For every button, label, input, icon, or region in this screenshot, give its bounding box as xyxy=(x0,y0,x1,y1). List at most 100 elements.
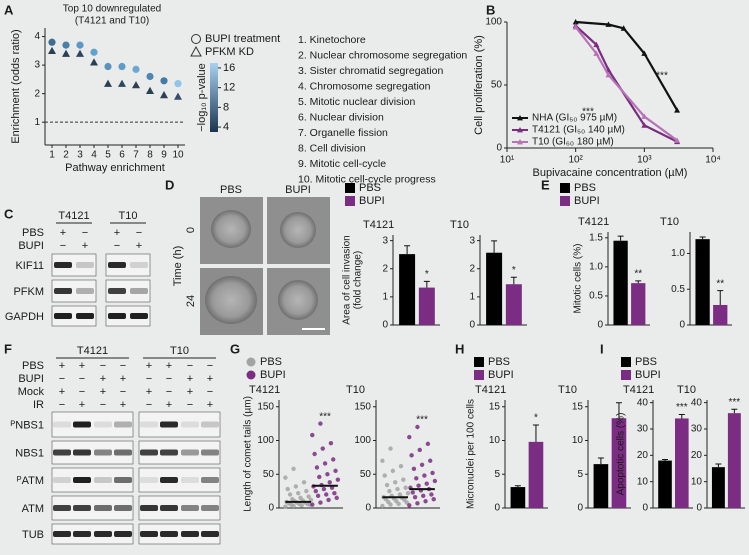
band xyxy=(73,449,91,456)
point xyxy=(290,497,295,502)
y-axis-label: Micronuclei per 100 cells xyxy=(466,399,477,509)
spheroid xyxy=(278,280,318,320)
y-tick-label: 0 xyxy=(642,503,648,514)
band xyxy=(181,477,199,483)
point xyxy=(593,41,600,48)
point xyxy=(327,480,332,485)
legend-label: BUPI xyxy=(260,369,286,381)
band xyxy=(160,505,178,511)
bar xyxy=(528,441,544,508)
error-bar xyxy=(491,240,498,253)
colorbar-label: −log₁₀ p-value xyxy=(196,63,208,132)
significance: ** xyxy=(634,268,642,279)
legend-label: BUPI xyxy=(574,195,600,207)
protein-label: TUB xyxy=(22,529,44,541)
y-tick-label: 20 xyxy=(637,450,649,461)
subplot-title: T10 xyxy=(558,384,577,396)
point xyxy=(312,451,317,457)
point xyxy=(419,462,425,467)
legend-marker xyxy=(474,357,484,367)
band xyxy=(53,421,71,428)
point xyxy=(380,458,385,463)
point xyxy=(405,490,411,496)
point xyxy=(146,86,154,94)
protein-label: ATM xyxy=(22,503,44,515)
point xyxy=(416,483,421,488)
x-tick-label: 10⁴ xyxy=(705,155,720,166)
point xyxy=(313,488,318,494)
y-tick-label: 10 xyxy=(572,435,584,446)
point xyxy=(398,463,404,469)
condition-sign: + xyxy=(59,386,65,398)
y-tick-label: 100 xyxy=(354,435,371,446)
band xyxy=(130,288,148,294)
point xyxy=(641,122,648,128)
point xyxy=(424,481,429,486)
error-bar xyxy=(404,245,411,255)
point xyxy=(411,466,417,472)
x-tick-label: 1 xyxy=(49,150,55,161)
y-tick-label: 3 xyxy=(34,60,40,71)
error-bar xyxy=(635,280,642,284)
y-axis-label: (fold change) xyxy=(353,251,364,309)
pathway-item: 5. Mitotic nuclear division xyxy=(298,96,415,108)
band xyxy=(54,288,72,294)
point xyxy=(325,472,330,477)
error-bar xyxy=(731,408,738,414)
condition-label: BUPI xyxy=(18,240,44,252)
point xyxy=(160,77,168,85)
y-tick-label: 0 xyxy=(469,320,475,331)
point xyxy=(397,492,403,497)
bar xyxy=(505,284,522,325)
condition-sign: + xyxy=(100,373,106,385)
y-tick-label: 2 xyxy=(382,263,388,274)
blot-strip xyxy=(138,467,221,493)
chart-title: Top 10 downregulated xyxy=(63,4,161,15)
y-tick-label: 40 xyxy=(691,397,703,408)
point xyxy=(422,473,427,478)
subplot-title: T10 xyxy=(450,219,469,231)
x-tick-label: 8 xyxy=(147,150,153,161)
band xyxy=(114,477,132,483)
legend-marker xyxy=(474,370,484,380)
point xyxy=(425,441,431,447)
subplot-title: T10 xyxy=(677,384,696,396)
condition-sign: − xyxy=(100,399,106,411)
pathway-item: 8. Cell division xyxy=(298,142,366,154)
bar xyxy=(399,254,416,325)
colorbar-tick-label: 12 xyxy=(223,82,235,94)
condition-sign: + xyxy=(79,399,85,411)
condition-sign: − xyxy=(187,360,193,372)
condition-sign: + xyxy=(187,373,193,385)
legend-marker xyxy=(517,127,523,133)
legend-marker xyxy=(345,196,355,206)
point xyxy=(48,46,56,55)
condition-sign: − xyxy=(59,373,65,385)
panel-label: A xyxy=(4,2,14,17)
point xyxy=(414,476,419,481)
y-tick-label: 50 xyxy=(360,469,372,480)
band xyxy=(201,505,219,511)
point xyxy=(430,470,435,476)
condition-sign: − xyxy=(114,240,120,252)
legend-marker xyxy=(621,370,631,380)
condition-sign: + xyxy=(100,386,106,398)
point xyxy=(412,495,418,500)
point xyxy=(572,24,579,30)
legend-label: PBS xyxy=(359,182,381,194)
blot-strip xyxy=(51,523,134,545)
band xyxy=(140,449,158,456)
y-axis-label: Cell proliferation (%) xyxy=(473,35,485,135)
point xyxy=(90,48,98,56)
band xyxy=(160,421,178,428)
significance: *** xyxy=(656,71,668,82)
band xyxy=(201,477,219,483)
condition-sign: − xyxy=(146,373,152,385)
bar xyxy=(510,487,526,508)
bar xyxy=(713,304,728,325)
x-tick-label: 7 xyxy=(133,150,139,161)
point xyxy=(318,421,323,426)
significance: *** xyxy=(416,415,428,426)
bar xyxy=(611,418,627,508)
protein-label: KIF11 xyxy=(15,260,44,272)
